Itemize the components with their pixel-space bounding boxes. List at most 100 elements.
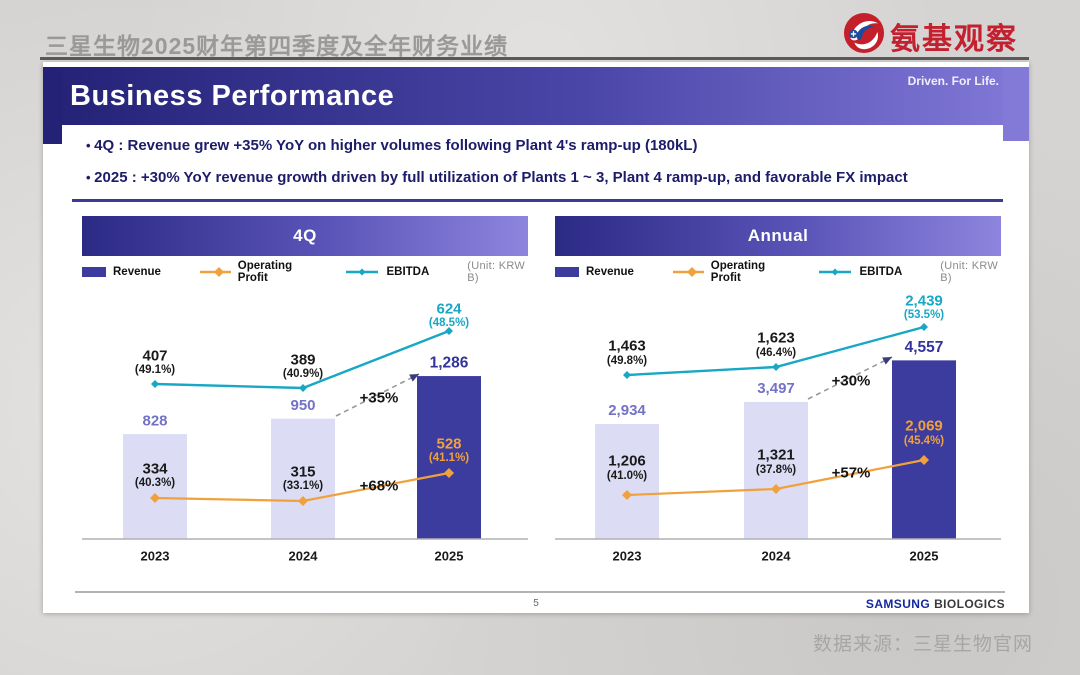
operating-profit-point-marker [150,493,160,503]
brand-biologics: BIOLOGICS [934,597,1005,611]
operating-profit-margin-label: (37.8%) [756,464,796,476]
legend-label-operating-profit: Operating Profit [237,260,293,284]
revenue-bar [417,376,481,539]
bullet-4q: 4Q : Revenue grew +35% YoY on higher vol… [86,136,1003,156]
operating-profit-margin-label: (45.4%) [904,435,944,447]
operating-profit-point-marker [444,468,454,478]
unit-label: (Unit: KRW B) [940,260,999,284]
legend-4q: Revenue Operating Profit EBITDA (Unit: K… [82,260,528,284]
legend-label-revenue: Revenue [113,266,161,278]
legend-item-operating-profit: Operating Profit [672,260,781,284]
slide-footer-divider [75,591,1005,593]
revenue-bar [595,423,659,539]
header-divider [40,57,1029,60]
ebitda-point-marker [299,384,307,392]
revenue-value-label: 950 [290,397,315,414]
operating-profit-value-label: 2,069 [905,417,943,434]
revenue-value-label: 2,934 [608,402,646,419]
legend-label-revenue: Revenue [586,266,634,278]
operating-profit-point-marker [919,455,929,465]
revenue-value-label: 4,557 [905,339,944,356]
revenue-value-label: 828 [142,412,167,429]
operating-profit-growth-label: +57% [832,464,871,481]
legend-label-ebitda: EBITDA [859,266,903,278]
operating-profit-point-marker [298,496,308,506]
ebitda-value-label: 389 [290,351,315,368]
revenue-swatch-icon [82,267,106,277]
ebitda-point-marker [772,363,780,371]
operating-profit-margin-label: (33.1%) [283,480,323,492]
ebitda-point-marker [623,371,631,379]
year-label: 2023 [613,549,642,564]
brand-tagline: Driven. For Life. [907,74,999,88]
banner-left-accent [43,67,62,144]
ebitda-margin-label: (46.4%) [756,347,796,359]
revenue-growth-label: +35% [360,389,399,406]
site-logo-text: 氨基观察 [890,22,1018,56]
operating-profit-growth-label: +68% [360,477,399,494]
slide-title: Business Performance [70,80,395,112]
revenue-value-label: 3,497 [757,380,795,397]
banner-right-accent [1003,67,1029,141]
operating-profit-value-label: 1,206 [608,452,646,469]
droplet-logo-icon [843,12,885,59]
ebitda-value-label: 624 [436,300,462,317]
legend-item-revenue: Revenue [555,266,634,278]
operating-profit-value-label: 315 [290,463,315,480]
operating-profit-value-label: 1,321 [757,446,795,463]
revenue-bar [892,360,956,539]
slide-page-number: 5 [533,598,539,609]
operating-profit-marker-icon [199,267,231,277]
samsung-biologics-logo: SAMSUNG BIOLOGICS [866,597,1005,611]
operating-profit-value-label: 528 [436,435,461,452]
summary-bullets: 4Q : Revenue grew +35% YoY on higher vol… [72,125,1003,202]
revenue-growth-label: +30% [832,372,871,389]
ebitda-value-label: 407 [142,347,167,364]
ebitda-margin-label: (49.8%) [607,355,647,367]
bullet-2025: 2025 : +30% YoY revenue growth driven by… [86,168,1003,188]
year-label: 2024 [289,549,319,564]
data-source-note: 数据来源：三星生物官网 [812,634,1033,655]
site-logo: 氨基观察 [843,12,1018,59]
chart-plot-4q: 828 950 1,286 407(49.1%) 334(40.3%) 389(40.9%… [82,300,528,564]
page-title: 三星生物2025财年第四季度及全年财务业绩 [45,33,509,59]
slide: Business Performance Driven. For Life. 4… [43,62,1029,613]
ebitda-value-label: 2,439 [905,292,943,309]
legend-item-revenue: Revenue [82,266,161,278]
ebitda-marker-icon [819,268,852,276]
growth-arrowhead [882,357,892,365]
chart-panel-4q: 4Q Revenue Operating Profit EBITDA (Unit… [82,216,528,616]
year-label: 2025 [910,549,939,564]
operating-profit-margin-label: (41.1%) [429,452,469,464]
ebitda-margin-label: (40.9%) [283,368,323,380]
revenue-bar [744,401,808,539]
revenue-value-label: 1,286 [430,354,469,371]
brand-samsung: SAMSUNG [865,597,931,611]
ebitda-value-label: 1,623 [757,329,795,346]
ebitda-margin-label: (49.1%) [135,364,175,376]
unit-label: (Unit: KRW B) [467,260,526,284]
operating-profit-value-label: 334 [142,460,168,477]
operating-profit-margin-label: (41.0%) [607,470,647,482]
ebitda-value-label: 1,463 [608,337,646,354]
operating-profit-margin-label: (40.3%) [135,477,175,489]
revenue-swatch-icon [555,267,579,277]
operating-profit-marker-icon [672,267,704,277]
growth-arrow-dashed [807,356,893,400]
legend-item-ebitda: EBITDA [345,266,429,278]
ebitda-margin-label: (48.5%) [429,317,469,329]
slide-title-banner: Business Performance Driven. For Life. [43,67,1029,125]
operating-profit-point-marker [771,484,781,494]
growth-arrowhead [409,374,419,382]
year-label: 2024 [762,549,792,564]
legend-annual: Revenue Operating Profit EBITDA (Unit: K… [555,260,1001,284]
year-label: 2023 [141,549,170,564]
ebitda-point-marker [920,323,928,331]
ebitda-point-marker [151,380,159,388]
growth-arrow-dashed [335,373,420,417]
ebitda-margin-label: (53.5%) [904,309,944,321]
legend-label-ebitda: EBITDA [386,266,430,278]
ebitda-point-marker [445,327,453,335]
legend-item-ebitda: EBITDA [818,266,902,278]
